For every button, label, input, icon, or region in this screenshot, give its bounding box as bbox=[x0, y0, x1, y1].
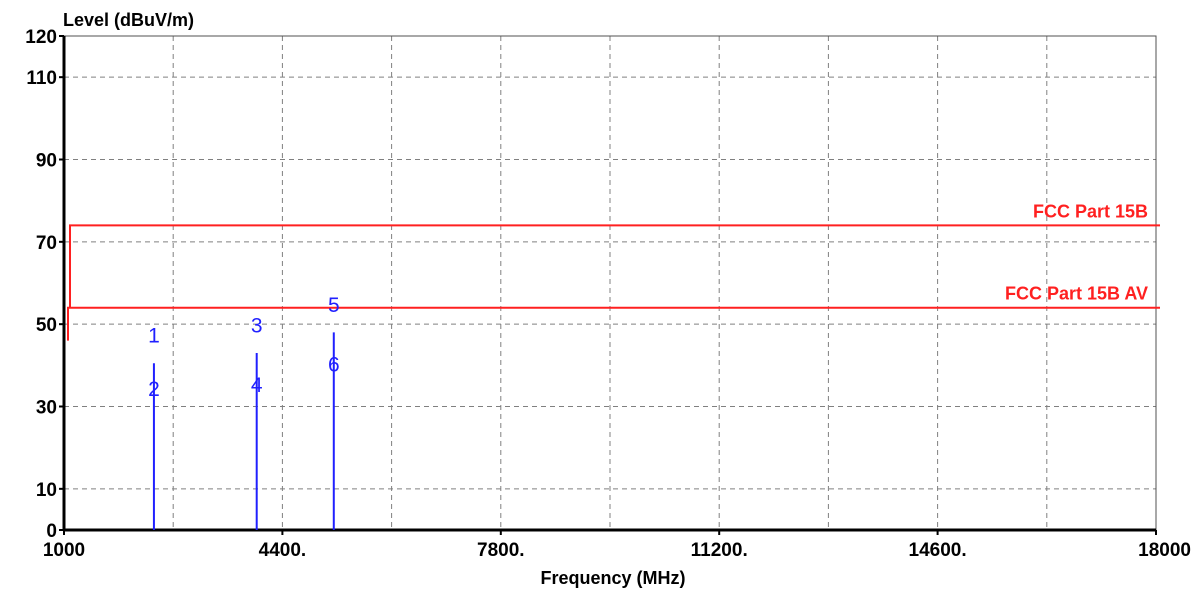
marker-labels: 1 2 3 4 5 6 bbox=[148, 294, 340, 401]
x-tick-label: 7800. bbox=[477, 540, 525, 561]
y-tick-label: 90 bbox=[36, 151, 57, 172]
limit-line-fcc-part-15b-av bbox=[67, 306, 1160, 341]
x-tick-label: 14600. bbox=[909, 540, 967, 561]
marker-label-2: 2 bbox=[148, 378, 160, 401]
x-tick-label: 1000 bbox=[43, 540, 85, 561]
axes bbox=[62, 35, 1157, 532]
x-tick-label: 18000 bbox=[1138, 540, 1191, 561]
marker-label-5: 5 bbox=[328, 294, 340, 317]
y-axis-title: Level (dBuV/m) bbox=[63, 10, 194, 30]
marker-label-4: 4 bbox=[251, 374, 263, 397]
y-tick-label: 110 bbox=[26, 68, 57, 89]
measurement-spikes bbox=[152, 332, 335, 530]
y-tick-label: 30 bbox=[36, 398, 57, 419]
x-tick-label: 4400. bbox=[259, 540, 307, 561]
marker-label-3: 3 bbox=[251, 314, 263, 337]
grid-lines bbox=[64, 36, 1156, 530]
y-tick-label: 50 bbox=[36, 315, 57, 336]
y-tick-label: 70 bbox=[36, 233, 57, 254]
y-tick-label: 120 bbox=[25, 27, 57, 48]
y-tick-label: 0 bbox=[46, 521, 57, 542]
limit-label-fcc-part-15b-av: FCC Part 15B AV bbox=[1005, 284, 1148, 304]
limit-lines: FCC Part 15B FCC Part 15B AV bbox=[67, 201, 1160, 341]
x-tick-label: 11200. bbox=[691, 540, 748, 561]
limit-line-fcc-part-15b bbox=[69, 224, 1160, 308]
x-axis-title: Frequency (MHz) bbox=[540, 568, 685, 588]
y-tick-label: 10 bbox=[36, 480, 57, 501]
limit-label-fcc-part-15b: FCC Part 15B bbox=[1033, 201, 1148, 221]
marker-label-1: 1 bbox=[148, 325, 160, 348]
marker-label-6: 6 bbox=[328, 354, 340, 377]
